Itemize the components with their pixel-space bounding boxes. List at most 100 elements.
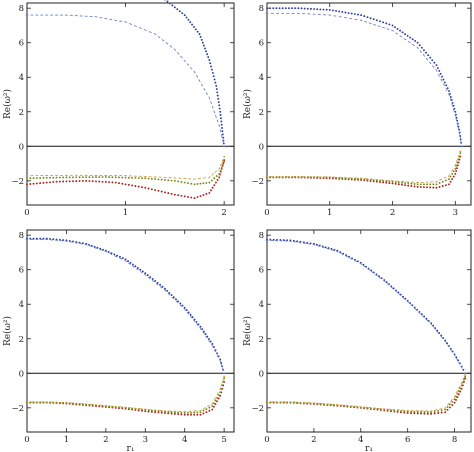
data-point <box>329 403 332 406</box>
data-mark <box>433 327 436 330</box>
data-mark <box>450 398 453 402</box>
data-point <box>347 12 350 14</box>
data-point <box>448 403 451 406</box>
data-point <box>164 191 166 194</box>
data-point <box>211 186 214 189</box>
data-mark <box>159 286 163 289</box>
data-point <box>445 84 448 87</box>
data-mark <box>198 79 201 83</box>
data-point <box>315 243 318 246</box>
data-point <box>437 412 440 414</box>
data-mark <box>317 245 321 247</box>
data-mark <box>213 110 216 114</box>
data-mark <box>211 173 214 176</box>
data-point <box>58 176 61 179</box>
data-mark <box>439 408 442 410</box>
data-mark <box>180 55 183 59</box>
data-point <box>118 176 120 179</box>
data-point <box>211 71 214 74</box>
plot-frame <box>26 229 235 433</box>
data-point <box>181 12 184 15</box>
data-point <box>216 396 218 399</box>
x-axis-label: r₁ <box>127 444 135 452</box>
x-tick-label: 0 <box>264 208 269 218</box>
data-point <box>452 104 455 107</box>
data-point <box>284 176 287 178</box>
data-point <box>212 402 215 405</box>
data-point <box>357 177 359 180</box>
data-point <box>382 21 385 24</box>
data-mark <box>218 124 220 128</box>
data-point <box>141 270 144 273</box>
data-mark <box>429 410 433 412</box>
data-point <box>404 182 407 184</box>
data-point <box>411 38 414 41</box>
data-point <box>422 186 425 189</box>
data-point <box>221 163 224 166</box>
data-point <box>157 178 160 181</box>
data-mark <box>398 293 402 297</box>
data-mark <box>460 365 463 369</box>
data-mark <box>199 327 202 330</box>
data-point <box>363 178 366 181</box>
data-point <box>404 297 407 300</box>
data-point <box>131 184 134 187</box>
data-point <box>98 176 101 179</box>
data-mark <box>444 339 447 343</box>
data-mark <box>458 131 461 135</box>
data-point <box>58 180 61 183</box>
data-point <box>149 276 152 278</box>
data-point <box>65 176 68 179</box>
data-point <box>215 88 218 91</box>
data-point <box>328 8 331 11</box>
data-point <box>164 179 166 181</box>
data-mark <box>349 257 353 260</box>
data-point <box>433 61 436 64</box>
data-point <box>439 72 442 75</box>
data-mark <box>176 52 180 55</box>
data-mark <box>455 390 458 394</box>
data-point <box>300 7 303 10</box>
data-point <box>413 412 416 415</box>
data-point <box>150 177 153 180</box>
data-point <box>451 172 454 175</box>
data-point <box>134 176 137 179</box>
data-mark <box>458 385 461 389</box>
data-point <box>104 181 107 183</box>
data-mark <box>373 23 377 26</box>
data-mark <box>439 178 443 181</box>
data-point <box>341 11 344 13</box>
data-point <box>296 401 299 404</box>
data-point <box>178 10 181 13</box>
data-point <box>183 412 186 414</box>
data-point <box>111 181 114 184</box>
data-point <box>223 159 226 162</box>
data-point <box>170 192 173 195</box>
data-point <box>202 412 205 415</box>
data-point <box>199 182 202 185</box>
data-point <box>62 180 65 183</box>
data-mark <box>382 279 386 283</box>
data-point <box>392 287 395 290</box>
data-mark <box>442 83 446 87</box>
data-mark <box>221 367 224 371</box>
y-tick-label: −2 <box>11 177 24 187</box>
data-mark <box>94 247 98 250</box>
data-point <box>422 183 425 186</box>
panel-2: −2 0 2 4 6 8 0 1 2 3 Re(ω²) <box>242 2 472 218</box>
data-point <box>160 178 163 181</box>
data-point <box>457 393 460 396</box>
data-point <box>141 177 143 180</box>
data-point <box>409 36 412 39</box>
data-point <box>29 177 32 180</box>
data-mark <box>407 40 411 44</box>
data-point <box>190 413 192 416</box>
data-point <box>198 33 201 36</box>
data-point <box>442 78 445 81</box>
data-mark <box>124 259 127 263</box>
x-tick-label: 1 <box>327 208 332 218</box>
y-tick-label: 4 <box>19 300 24 310</box>
data-point <box>196 30 199 33</box>
data-point <box>375 19 378 22</box>
data-point <box>385 181 388 184</box>
